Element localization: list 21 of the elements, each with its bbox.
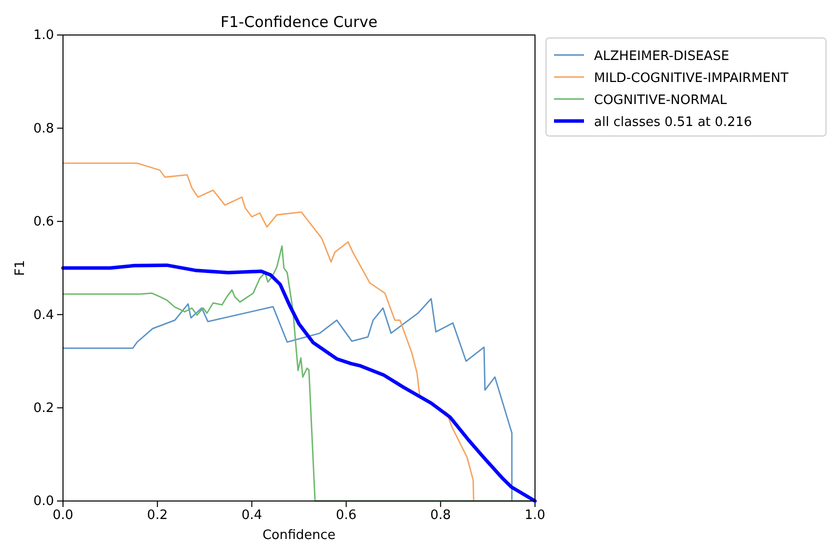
x-tick-label: 1.0: [524, 508, 546, 524]
line-series: [62, 298, 513, 502]
x-tick-label: 0.2: [147, 508, 168, 524]
legend-label: COGNITIVE-NORMAL: [594, 93, 728, 108]
legend-label: ALZHEIMER-DISEASE: [594, 49, 730, 64]
line-series: [62, 162, 474, 502]
y-axis-title: F1: [13, 260, 28, 276]
x-axis-title: Confidence: [262, 528, 336, 541]
y-tick-label: 0.8: [33, 121, 54, 136]
y-tick-label: 0.6: [33, 214, 54, 230]
legend-label: MILD-COGNITIVE-IMPAIRMENT: [594, 71, 788, 86]
x-tick-label: 0.8: [430, 508, 451, 524]
x-tick-label: 0.4: [241, 508, 262, 524]
y-tick-label: 0.4: [33, 308, 54, 323]
y-tick-label: 1.0: [33, 28, 54, 44]
y-tick-label: 0.0: [33, 494, 54, 510]
chart-title: F1-Confidence Curve: [220, 13, 378, 31]
x-tick-label: 0.0: [52, 508, 74, 524]
y-tick-label: 0.2: [33, 400, 54, 416]
x-tick-label: 0.6: [336, 508, 357, 524]
legend-label: all classes 0.51 at 0.216: [594, 115, 752, 130]
